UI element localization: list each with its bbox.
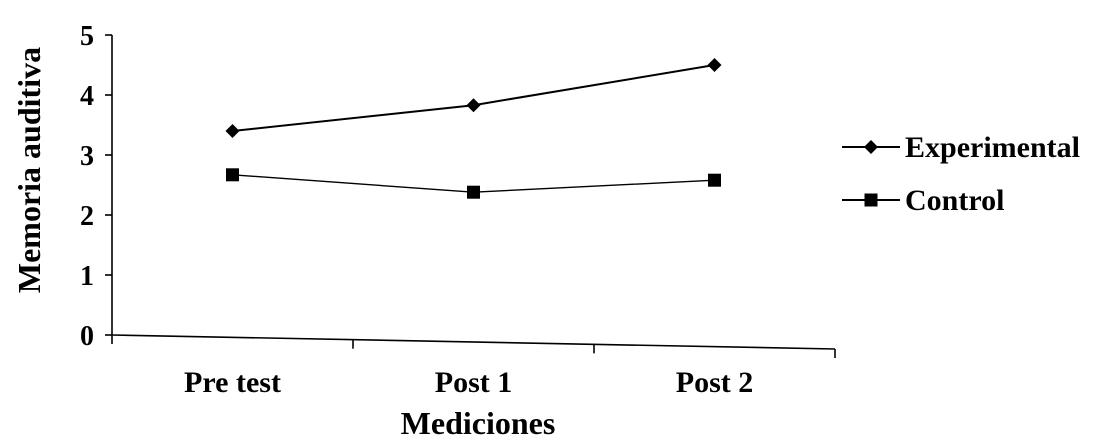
y-tick-label: 3 [80,141,94,172]
y-tick-label: 0 [80,321,94,352]
legend-marker [864,140,878,154]
legend-item-experimental: Experimental [842,131,1080,164]
y-tick-label: 4 [80,81,94,112]
series-experimental [225,58,722,138]
series-layer [225,58,722,199]
data-point [467,185,480,199]
data-point [226,168,239,182]
x-tick-label: Pre test [184,366,281,399]
y-tick-label: 5 [80,21,94,52]
x-axis-title: Mediciones [401,405,556,439]
y-axis-title: Memoria auditiva [11,47,47,293]
x-tick-label: Post 1 [435,366,513,399]
legend-label: Control [905,184,1004,217]
series-control [226,168,721,199]
data-point [466,98,481,113]
data-point [708,173,721,187]
legend-marker [864,193,878,207]
legend-label: Experimental [905,131,1080,164]
legend-item-control: Control [842,184,1004,217]
data-point [707,58,722,72]
legend: Experimental Control [842,131,1080,217]
y-tick-label: 1 [80,261,94,292]
y-tick-label: 2 [80,201,94,232]
x-tick-label: Post 2 [676,366,754,399]
data-point [225,124,240,138]
series-line [232,64,715,132]
axes: 0 1 2 3 4 5 Pre test Post 1 Post 2 [80,21,836,399]
x-axis-line [111,334,836,350]
